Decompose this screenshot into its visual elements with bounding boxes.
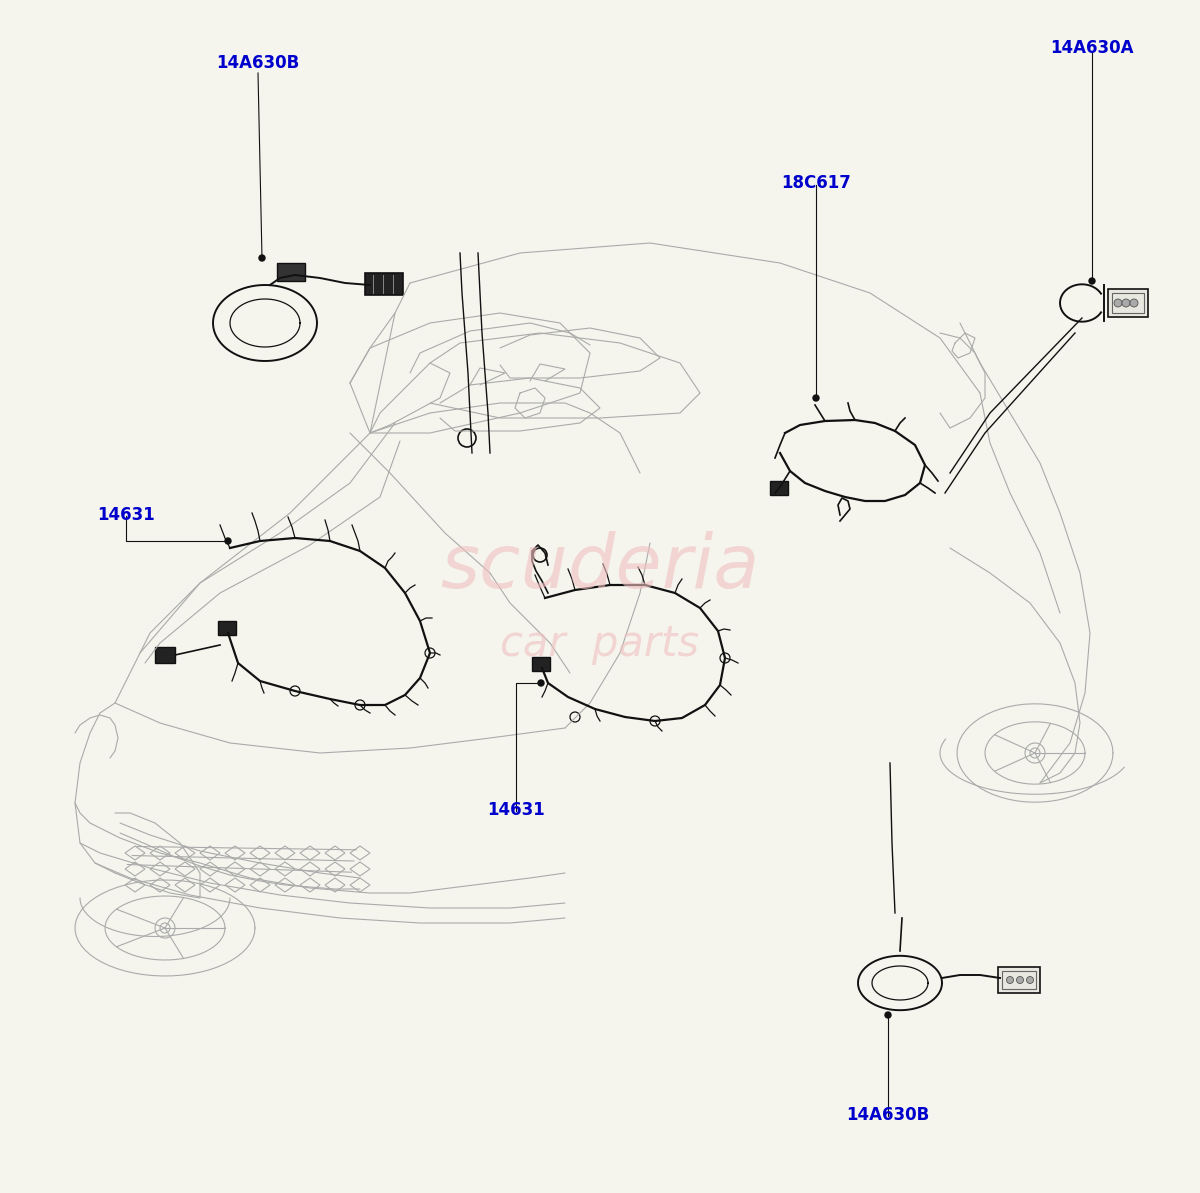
FancyBboxPatch shape xyxy=(1108,289,1148,317)
Circle shape xyxy=(1026,977,1033,983)
Circle shape xyxy=(226,538,230,544)
Text: 14631: 14631 xyxy=(487,801,545,820)
Circle shape xyxy=(886,1012,890,1018)
FancyBboxPatch shape xyxy=(365,273,403,295)
Text: 14A630A: 14A630A xyxy=(1050,39,1134,57)
Circle shape xyxy=(1007,977,1014,983)
FancyBboxPatch shape xyxy=(532,657,550,670)
FancyBboxPatch shape xyxy=(277,262,305,282)
Circle shape xyxy=(1090,278,1096,284)
Text: scuderia: scuderia xyxy=(440,531,760,602)
Text: 14A630B: 14A630B xyxy=(216,54,300,72)
FancyBboxPatch shape xyxy=(155,647,175,663)
Circle shape xyxy=(1130,299,1138,307)
Text: 14631: 14631 xyxy=(97,506,155,524)
Circle shape xyxy=(1122,299,1130,307)
FancyBboxPatch shape xyxy=(998,968,1040,993)
Text: 18C617: 18C617 xyxy=(781,174,851,192)
FancyBboxPatch shape xyxy=(770,481,788,495)
Circle shape xyxy=(259,255,265,261)
Text: 14A630B: 14A630B xyxy=(846,1106,930,1124)
Circle shape xyxy=(1016,977,1024,983)
Circle shape xyxy=(1114,299,1122,307)
Circle shape xyxy=(538,680,544,686)
Circle shape xyxy=(814,395,818,401)
FancyBboxPatch shape xyxy=(218,622,236,635)
Text: car  parts: car parts xyxy=(500,623,700,666)
